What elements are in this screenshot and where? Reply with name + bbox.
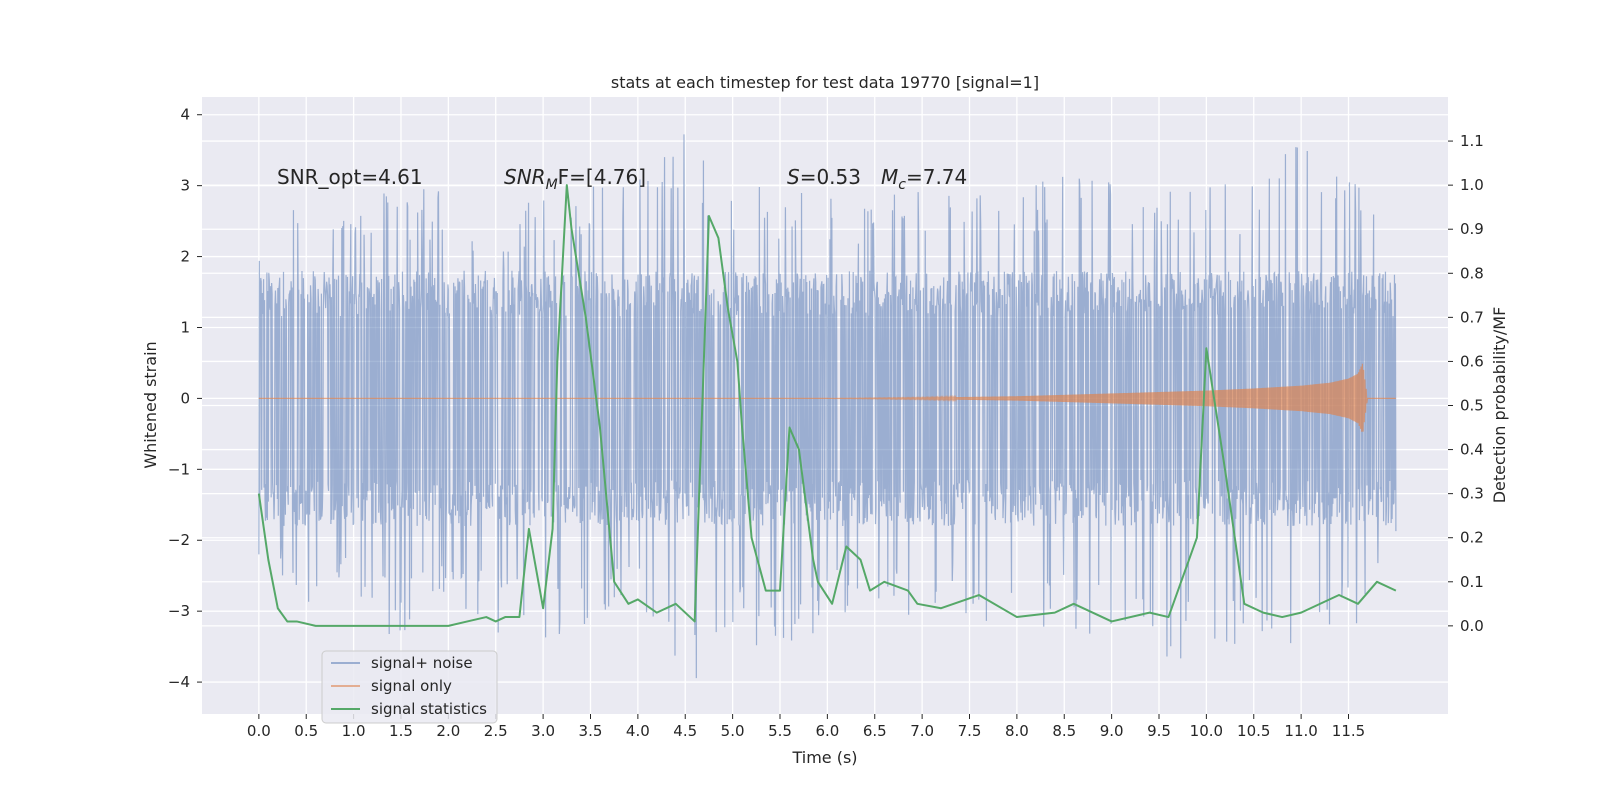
y-tick-label: −2 [168,531,190,549]
annotation-snr-opt: SNR_opt=4.61 [277,165,423,189]
y-right-tick-label: 0.6 [1460,352,1484,370]
x-tick-label: 6.0 [815,722,839,740]
annotation-snr-mf: SNRMF=[4.76] [504,165,646,193]
y-right-tick-label: 0.8 [1460,264,1484,282]
mc-value: =7.74 [906,165,967,189]
y-right-tick-label: 0.5 [1460,397,1484,415]
annotation-s: S=0.53 [787,165,861,189]
snr-mf-sub: M [546,177,558,193]
y-tick-label: 4 [180,106,190,124]
x-tick-label: 3.5 [579,722,603,740]
y-tick-label: 0 [180,389,190,407]
y-right-axis-title: Detection probability/MF [1490,307,1509,504]
x-tick-label: 7.0 [910,722,934,740]
x-tick-label: 9.0 [1100,722,1124,740]
x-tick-label: 10.5 [1237,722,1270,740]
x-tick-label: 11.5 [1332,722,1365,740]
x-tick-label: 1.0 [342,722,366,740]
x-tick-label: 10.0 [1190,722,1223,740]
x-tick-label: 7.5 [958,722,982,740]
x-tick-label: 8.0 [1005,722,1029,740]
y-tick-label: 3 [180,177,190,195]
y-right-tick-label: 1.1 [1460,132,1484,150]
y-tick-label: −4 [168,673,190,691]
legend-label-signal-statistics: signal statistics [371,700,487,718]
chart-title: stats at each timestep for test data 197… [611,73,1039,92]
legend-label-signal-only: signal only [371,677,452,695]
y-axis-title: Whitened strain [141,341,160,468]
mc-sub: c [898,177,906,193]
y-right-tick-label: 0.4 [1460,441,1484,459]
axes: 0.0 0.5 1.0 1.5 2.0 2.5 3.0 3.5 4.0 4.5 5.0 5.5 6.0 6… [168,106,1484,740]
y-right-tick-label: 0.3 [1460,485,1484,503]
signal-plus-noise-layer [258,134,1397,679]
legend-box [321,650,498,724]
x-tick-label: 11.0 [1284,722,1317,740]
x-tick-label: 1.5 [389,722,413,740]
y-tick-label: −3 [168,602,190,620]
series-signal-plus-noise [258,134,1397,679]
x-tick-label: 5.5 [768,722,792,740]
y-tick-label: 1 [180,318,190,336]
x-tick-label: 0.0 [247,722,271,740]
x-axis-title: Time (s) [791,748,857,767]
x-tick-label: 9.5 [1147,722,1171,740]
x-tick-label: 8.5 [1052,722,1076,740]
x-tick-label: 2.0 [436,722,460,740]
x-tick-label: 4.5 [673,722,697,740]
signal-only-layer [258,363,1396,432]
x-tick-label: 3.0 [531,722,555,740]
legend-label-signal-plus-noise: signal+ noise [371,654,473,672]
y-right-tick-label: 0.0 [1460,617,1484,635]
y-right-tick-label: 0.2 [1460,529,1484,547]
mc-prefix: M [881,165,898,189]
series-signal-only [258,363,1396,432]
y-tick-label: 2 [180,248,190,266]
series-signal-statistics [257,184,1397,627]
signal-statistics-layer [257,184,1397,627]
x-tick-label: 5.0 [721,722,745,740]
x-tick-label: 4.0 [626,722,650,740]
s-prefix: S [787,165,800,189]
y-tick-label: −1 [168,460,190,478]
legend: signal+ noise signal only signal statist… [321,650,498,724]
x-tick-label: 0.5 [294,722,318,740]
y-right-tick-label: 0.9 [1460,220,1484,238]
y-right-tick-label: 1.0 [1460,176,1484,194]
x-tick-label: 6.5 [863,722,887,740]
y-right-tick-label: 0.1 [1460,573,1484,591]
x-tick-label: 2.5 [484,722,508,740]
snr-mf-prefix: SNR [504,165,546,189]
s-value: =0.53 [800,165,861,189]
y-right-tick-label: 0.7 [1460,308,1484,326]
annotation-mc: Mc=7.74 [881,165,967,193]
snr-mf-suffix: F=[4.76] [558,165,646,189]
